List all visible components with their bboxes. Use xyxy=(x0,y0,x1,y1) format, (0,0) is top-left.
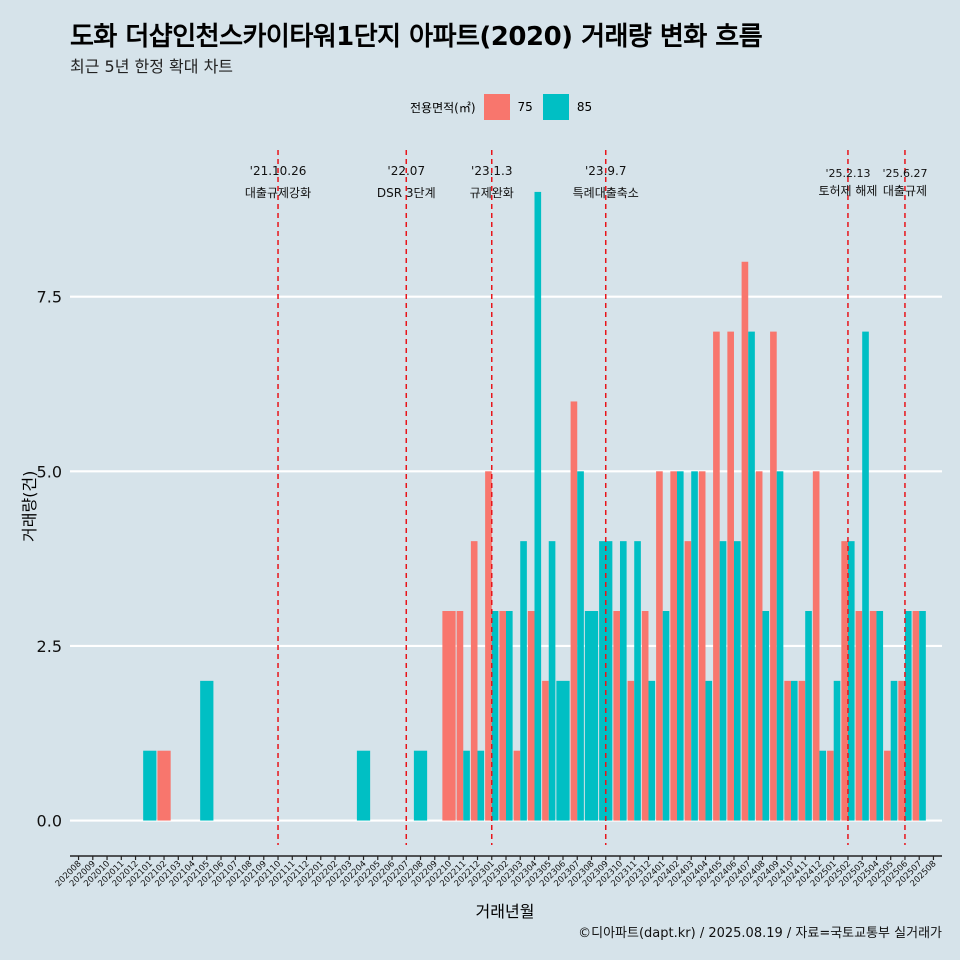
event-date: '21.10.26 xyxy=(250,164,307,178)
bar-85 xyxy=(549,541,556,820)
event-label: DSR 3단계 xyxy=(377,186,436,200)
bar-75 xyxy=(898,681,905,821)
y-tick-label: 0.0 xyxy=(37,812,62,831)
bar-chart: 0.0 2.5 5.0 7.5 '21.10.26 대출규제강화 '22.07 DSR 3단계… xyxy=(0,0,960,960)
bar-85 xyxy=(585,611,598,821)
event-label: 대출규제 xyxy=(883,184,927,198)
bar-85 xyxy=(620,541,627,820)
bar-85 xyxy=(720,541,727,820)
bar-85 xyxy=(463,751,470,821)
bar-75 xyxy=(642,611,649,821)
bar-85 xyxy=(691,471,698,820)
bar-85 xyxy=(762,611,769,821)
y-tick-label: 2.5 xyxy=(37,637,62,656)
bar-85 xyxy=(876,611,883,821)
bar-75 xyxy=(542,681,549,821)
bar-85 xyxy=(534,192,541,821)
bar-85 xyxy=(143,751,156,821)
event-label: 대출규제강화 xyxy=(245,186,311,200)
bar-75 xyxy=(841,541,848,820)
bar-85 xyxy=(478,751,485,821)
bar-85 xyxy=(705,681,712,821)
bar-75 xyxy=(827,751,834,821)
bar-85 xyxy=(506,611,513,821)
bar-75 xyxy=(799,681,806,821)
bar-85 xyxy=(634,541,641,820)
event-date: '22.07 xyxy=(387,164,425,178)
bar-75 xyxy=(571,401,578,820)
bar-85 xyxy=(577,471,584,820)
bar-85 xyxy=(891,681,898,821)
bar-75 xyxy=(713,332,720,821)
bar-75 xyxy=(157,751,170,821)
bar-85 xyxy=(734,541,741,820)
bar-75 xyxy=(870,611,877,821)
bar-75 xyxy=(514,751,521,821)
event-date: '23.1.3 xyxy=(471,164,512,178)
bar-85 xyxy=(848,541,855,820)
bar-75 xyxy=(670,471,677,820)
bar-85 xyxy=(677,471,684,820)
event-date: '25.2.13 xyxy=(825,167,870,180)
bar-75 xyxy=(884,751,891,821)
bar-75 xyxy=(457,611,464,821)
event-date: '25.6.27 xyxy=(882,167,927,180)
bar-85 xyxy=(905,611,912,821)
bar-75 xyxy=(471,541,478,820)
bar-75 xyxy=(856,611,863,821)
bar-85 xyxy=(791,681,798,821)
x-axis-label: 거래년월 xyxy=(0,898,960,922)
bar-75 xyxy=(913,611,920,821)
bar-85 xyxy=(805,611,812,821)
bar-75 xyxy=(485,471,492,820)
bar-85 xyxy=(834,681,841,821)
bar-85 xyxy=(663,611,670,821)
bar-85 xyxy=(919,611,926,821)
bar-85 xyxy=(777,471,784,820)
bar-75 xyxy=(613,611,620,821)
bar-75 xyxy=(756,471,763,820)
event-label: 규제완화 xyxy=(470,186,514,200)
source-caption: ©디아파트(dapt.kr) / 2025.08.19 / 자료=국토교통부 실… xyxy=(578,922,942,941)
event-date: '23.9.7 xyxy=(585,164,626,178)
bar-85 xyxy=(862,332,869,821)
bar-75 xyxy=(499,611,506,821)
event-label: 특례대출축소 xyxy=(573,186,639,200)
bar-85 xyxy=(556,681,569,821)
bar-85 xyxy=(200,681,213,821)
bar-85 xyxy=(748,332,755,821)
event-label: 토허제 해제 xyxy=(818,184,877,198)
bar-85 xyxy=(520,541,527,820)
bar-75 xyxy=(813,471,820,820)
bar-75 xyxy=(784,681,791,821)
bar-85 xyxy=(357,751,370,821)
bar-85 xyxy=(492,611,499,821)
bar-75 xyxy=(628,681,635,821)
bar-75 xyxy=(528,611,535,821)
bar-75 xyxy=(442,611,455,821)
bar-85 xyxy=(648,681,655,821)
y-tick-label: 7.5 xyxy=(37,288,62,307)
bar-75 xyxy=(742,262,749,821)
bar-75 xyxy=(656,471,663,820)
bar-85 xyxy=(819,751,826,821)
bar-75 xyxy=(685,541,692,820)
bar-85 xyxy=(414,751,427,821)
y-tick-label: 5.0 xyxy=(37,462,62,481)
bar-75 xyxy=(699,471,706,820)
y-axis-label: 거래량(건) xyxy=(16,471,40,542)
bar-75 xyxy=(727,332,734,821)
bar-75 xyxy=(770,332,777,821)
